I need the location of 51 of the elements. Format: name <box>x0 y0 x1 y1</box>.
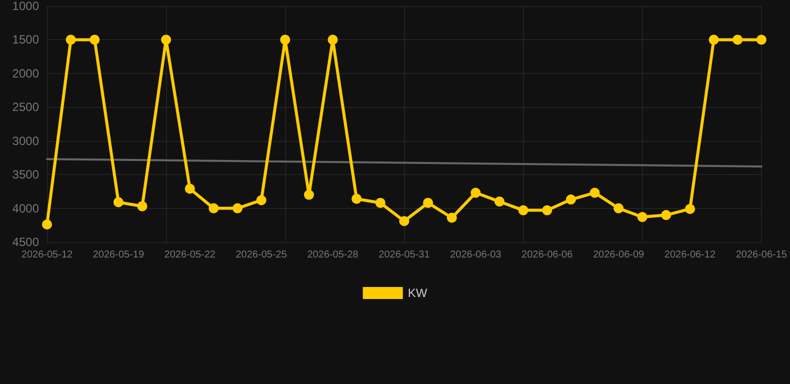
point <box>66 34 76 45</box>
y-tick-label: 4000 <box>12 201 40 216</box>
point <box>42 219 52 230</box>
y-tick-label: 2500 <box>12 100 40 114</box>
point <box>566 194 576 205</box>
y-tick-label: 2000 <box>12 66 40 80</box>
x-tick-label: 2026-06-06 <box>522 250 574 260</box>
point <box>446 212 457 223</box>
point <box>328 34 338 45</box>
point <box>161 34 172 45</box>
x-tick-label: 2026-05-25 <box>236 250 288 260</box>
point <box>614 203 624 214</box>
point <box>708 34 719 45</box>
point <box>352 194 362 204</box>
x-tick-label: 2026-05-22 <box>164 250 216 260</box>
point <box>732 34 743 45</box>
x-tick-label: 2026-06-03 <box>450 250 502 260</box>
point <box>494 196 504 207</box>
point <box>661 210 672 220</box>
point <box>399 216 410 226</box>
point <box>184 184 195 194</box>
point <box>637 212 648 222</box>
x-tick-label: 2026-05-28 <box>307 250 359 260</box>
point <box>542 205 552 216</box>
point <box>208 203 219 214</box>
point <box>756 34 766 45</box>
point <box>375 198 386 208</box>
y-tick-label: 1500 <box>12 32 40 47</box>
point <box>684 204 695 214</box>
y-tick-label: 1000 <box>12 0 40 13</box>
y-tick-label: 3000 <box>12 134 40 148</box>
point <box>470 188 481 198</box>
x-tick-label: 2026-06-09 <box>592 250 645 260</box>
point <box>113 197 124 208</box>
x-tick-label: 2026-05-31 <box>378 250 430 260</box>
y-tick-label: 4500 <box>12 235 40 249</box>
y-tick-label: 3500 <box>12 168 40 182</box>
point <box>232 203 243 214</box>
point <box>423 198 434 208</box>
x-tick-label: 2026-06-12 <box>664 250 716 260</box>
legend-label: KW <box>408 286 428 300</box>
x-tick-label: 2026-06-15 <box>736 250 788 260</box>
x-tick-label: 2026-05-12 <box>21 250 74 260</box>
point <box>256 195 266 206</box>
point <box>518 205 528 216</box>
point <box>137 201 148 212</box>
point <box>90 34 100 45</box>
x-tick-label: 2026-05-19 <box>92 250 144 260</box>
point <box>304 190 314 200</box>
point <box>590 188 600 198</box>
point <box>280 34 290 45</box>
